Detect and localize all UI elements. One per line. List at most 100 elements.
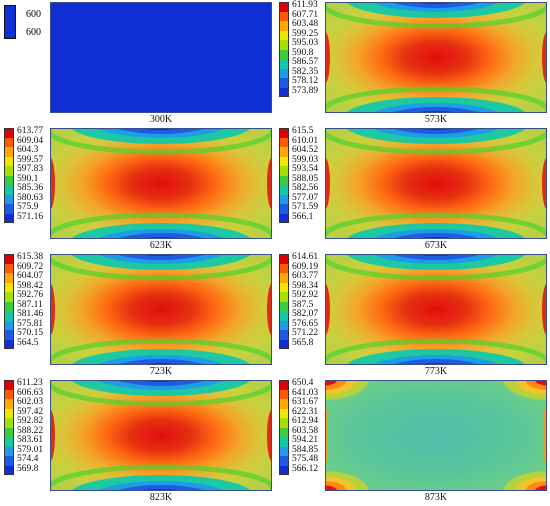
contour-svg (50, 128, 272, 239)
contour-plot (50, 380, 272, 491)
legend-row: 574.4 (4, 454, 50, 466)
legend-swatch (279, 68, 289, 78)
legend-swatch (4, 175, 14, 185)
legend-swatch (279, 204, 289, 214)
contour-plot (325, 380, 547, 491)
legend-row: 603.48 (279, 19, 325, 31)
legend-swatch (4, 380, 14, 390)
legend: 615.5 610.01 604.52 599.03 593.54 588.05 582.5… (279, 126, 325, 223)
legend: 614.61 609.19 603.77 598.34 592.92 587.5 582.0… (279, 252, 325, 349)
legend-value: 575.48 (292, 454, 319, 464)
legend-swatch (4, 427, 14, 437)
legend-swatch (279, 49, 289, 59)
legend-value: 611.93 (292, 0, 318, 10)
legend-value: 564.5 (17, 337, 39, 348)
legend-row: 590.1 (4, 174, 50, 185)
legend-swatch (4, 465, 14, 475)
legend-value: 622.31 (292, 406, 319, 417)
legend-value: 578.12 (292, 76, 319, 86)
legend-value: 576.65 (292, 318, 319, 329)
legend-value: 581.46 (17, 309, 44, 319)
legend-row: 595.03 (279, 38, 325, 50)
legend-value: 592.76 (17, 290, 44, 300)
legend-value: 597.42 (17, 406, 44, 417)
legend-row: 604.07 (4, 271, 50, 283)
legend-swatch (4, 339, 14, 349)
legend-value: 612.94 (292, 416, 319, 426)
legend-row: 598.34 (279, 280, 325, 292)
panel-caption: 673K (424, 240, 448, 251)
legend-value: 598.34 (292, 280, 319, 291)
legend-row: 583.61 (4, 435, 50, 447)
legend-row: 577.07 (279, 192, 325, 204)
legend-row: 611.23 (4, 378, 50, 390)
legend-value: 585.36 (17, 183, 44, 193)
legend-value: 582.07 (292, 309, 319, 319)
legend-value: 631.67 (292, 397, 319, 407)
legend-value: 566.12 (292, 463, 319, 474)
contour-plot (325, 254, 547, 365)
contour-svg (50, 254, 272, 365)
legend-value: 600 (26, 9, 41, 20)
panel-caption: 573K (424, 114, 448, 125)
legend-swatch (4, 254, 14, 264)
legend-value: 610.01 (292, 135, 319, 146)
legend-value: 569.8 (17, 463, 39, 474)
legend-row: 606.63 (4, 388, 50, 399)
legend-swatch (279, 147, 289, 157)
legend-swatch (279, 11, 289, 21)
legend-value: 575.9 (17, 202, 39, 212)
legend-swatch (4, 263, 14, 273)
legend-value: 609.19 (292, 261, 319, 272)
legend-row: 613.77 (4, 126, 50, 138)
panel-caption: 623K (149, 240, 173, 251)
legend-value: 588.22 (17, 425, 44, 436)
legend-swatch (279, 427, 289, 437)
legend-row: 593.54 (279, 164, 325, 176)
legend-swatch (279, 418, 289, 428)
legend-swatch (4, 311, 14, 321)
legend-swatch (279, 175, 289, 185)
legend-row: 612.94 (279, 416, 325, 428)
legend-row: 587.5 (279, 300, 325, 311)
contour-panel-0: 600 600 300K (0, 0, 275, 126)
legend-value: 592.82 (17, 416, 44, 426)
legend-value: 602.03 (17, 397, 44, 407)
legend-swatch (279, 2, 289, 12)
legend-row: 607.71 (279, 9, 325, 21)
legend-swatch (279, 254, 289, 264)
legend-swatch (4, 147, 14, 157)
legend-row: 592.76 (4, 290, 50, 302)
legend-row: 650.4 (279, 378, 325, 390)
legend-swatch (279, 292, 289, 302)
legend-value: 598.42 (17, 280, 44, 291)
panel-caption: 723K (149, 366, 173, 377)
contour-svg (50, 2, 272, 113)
legend-swatch (4, 330, 14, 340)
legend-value: 590.8 (292, 47, 314, 58)
legend-value: 609.72 (17, 261, 44, 272)
legend-swatch (279, 128, 289, 138)
legend-swatch (279, 194, 289, 204)
contour-panel-2: 613.77 609.04 604.3 599.57 597.83 590.1 585.36… (0, 126, 275, 252)
contour-plot (325, 2, 547, 113)
legend-swatch (4, 185, 14, 195)
legend-row: 566.1 (279, 212, 325, 223)
legend-value: 577.07 (292, 192, 319, 203)
legend-swatch (279, 156, 289, 166)
legend-row: 604.3 (4, 145, 50, 157)
legend-swatch (279, 465, 289, 475)
legend-value: 614.61 (292, 252, 319, 262)
legend-swatch (279, 339, 289, 349)
legend-row: 592.92 (279, 290, 325, 302)
legend-value: 607.71 (292, 9, 319, 20)
legend-swatch (4, 399, 14, 409)
contour-panel-4: 615.38 609.72 604.07 598.42 592.76 587.11 581.… (0, 252, 275, 378)
legend-swatch (279, 59, 289, 69)
legend-swatch (4, 273, 14, 283)
legend-value: 583.61 (17, 435, 44, 445)
legend-swatch (279, 87, 289, 97)
legend-row: 614.61 (279, 252, 325, 264)
legend-value: 573.89 (292, 85, 319, 96)
legend-row: 580.63 (4, 193, 50, 204)
